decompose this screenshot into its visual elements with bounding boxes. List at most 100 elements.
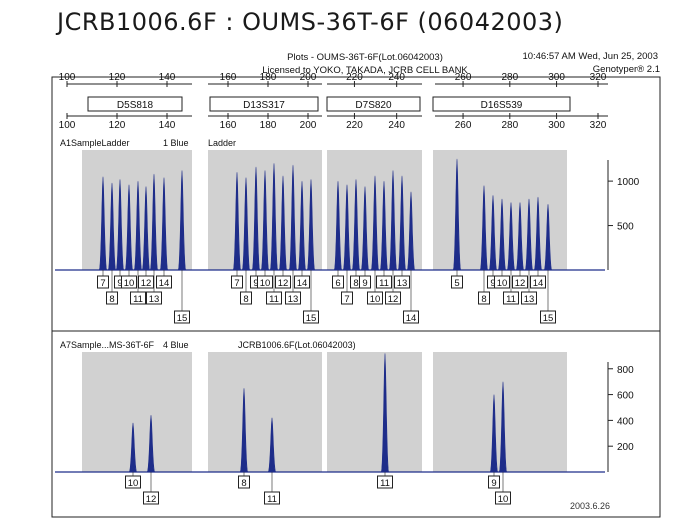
marker-box	[326, 96, 421, 112]
locus-band	[433, 352, 567, 472]
allele-box	[359, 275, 371, 289]
allele-box	[174, 310, 190, 324]
allele-label: 12	[388, 294, 399, 305]
allele-box	[403, 310, 419, 324]
allele-box	[156, 275, 172, 289]
panel-label-right: JCRB1006.6F(Lot.06042003)	[238, 340, 356, 350]
allele-label: 11	[269, 294, 279, 305]
allele-box	[367, 291, 383, 305]
allele-label: 12	[141, 278, 152, 289]
allele-box	[130, 291, 146, 305]
peak	[452, 158, 462, 271]
allele-label: 7	[100, 278, 105, 289]
header-software: Genotyper® 2.1	[592, 64, 660, 75]
marker-box	[209, 96, 319, 112]
page-title: JCRB1006.6F : OUMS-36T-6F (06042003)	[57, 8, 564, 36]
size-tick-label: 160	[220, 72, 237, 83]
size-tick-label: 260	[455, 120, 472, 131]
peak	[297, 180, 307, 271]
size-tick-label: 100	[59, 120, 76, 131]
allele-box	[275, 275, 291, 289]
size-tick-label: 160	[220, 120, 237, 131]
y-tick-label: 800	[617, 365, 634, 376]
allele-box	[294, 275, 310, 289]
allele-box	[488, 475, 500, 489]
allele-label: 14	[406, 313, 417, 324]
marker-box	[87, 96, 183, 112]
peak	[388, 170, 398, 271]
peak	[241, 177, 251, 271]
allele-label: 11	[506, 294, 516, 305]
allele-label: 8	[243, 294, 248, 305]
allele-box	[530, 275, 546, 289]
peak	[379, 180, 389, 271]
panel-label-right: Ladder	[208, 138, 236, 148]
peak	[251, 166, 261, 271]
allele-label: 6	[335, 278, 340, 289]
size-tick-label: 180	[260, 72, 277, 83]
marker-label: D5S818	[117, 100, 154, 111]
y-tick-label: 400	[617, 416, 634, 427]
allele-label: 10	[370, 294, 381, 305]
allele-label: 7	[344, 294, 349, 305]
plot-header-line1: Plots - OUMS-36T-6F(Lot.06042003)	[287, 52, 443, 63]
allele-label: 10	[498, 494, 509, 505]
plot-frame	[51, 76, 661, 518]
peak	[260, 170, 270, 271]
peak	[306, 179, 316, 271]
allele-label: 10	[128, 478, 139, 489]
allele-label: 10	[124, 278, 135, 289]
allele-label: 8	[109, 294, 114, 305]
peak	[269, 163, 279, 271]
size-tick-label: 220	[346, 120, 363, 131]
peak	[128, 422, 138, 473]
allele-label: 15	[177, 313, 188, 324]
allele-label: 13	[149, 294, 160, 305]
peak	[524, 198, 534, 271]
size-tick-label: 300	[548, 120, 565, 131]
peak	[370, 175, 380, 271]
allele-label: 15	[543, 313, 554, 324]
allele-label: 12	[278, 278, 289, 289]
allele-box	[495, 491, 511, 505]
allele-label: 5	[454, 278, 459, 289]
allele-box	[494, 275, 510, 289]
allele-box	[121, 275, 137, 289]
allele-box	[138, 275, 154, 289]
peak	[380, 352, 390, 473]
locus-band	[82, 352, 192, 472]
peak	[133, 180, 143, 271]
allele-box	[521, 291, 537, 305]
allele-label: 15	[306, 313, 317, 324]
peak	[159, 177, 169, 271]
peak	[239, 387, 249, 473]
peak	[342, 184, 352, 271]
allele-box	[540, 310, 556, 324]
allele-box	[332, 275, 344, 289]
peak	[479, 185, 489, 271]
allele-box	[266, 291, 282, 305]
peak	[124, 184, 134, 271]
size-tick-label: 100	[59, 72, 76, 83]
peak	[267, 417, 277, 473]
allele-box	[303, 310, 319, 324]
allele-box	[143, 491, 159, 505]
allele-label: 14	[533, 278, 544, 289]
allele-label: 13	[397, 278, 408, 289]
allele-label: 14	[297, 278, 308, 289]
size-tick-label: 320	[590, 120, 607, 131]
allele-box	[264, 491, 280, 505]
allele-box	[478, 291, 490, 305]
peak	[288, 164, 298, 271]
allele-box	[125, 475, 141, 489]
size-tick-label: 140	[159, 72, 176, 83]
allele-box	[376, 275, 392, 289]
allele-label: 11	[380, 478, 390, 489]
allele-label: 14	[159, 278, 170, 289]
size-tick-label: 260	[455, 72, 472, 83]
size-tick-label: 200	[300, 72, 317, 83]
size-tick-label: 200	[300, 120, 317, 131]
plot-header: Plots - OUMS-36T-6F(Lot.06042003) Licens…	[215, 51, 515, 77]
panel-label-channel: 4 Blue	[163, 340, 189, 350]
